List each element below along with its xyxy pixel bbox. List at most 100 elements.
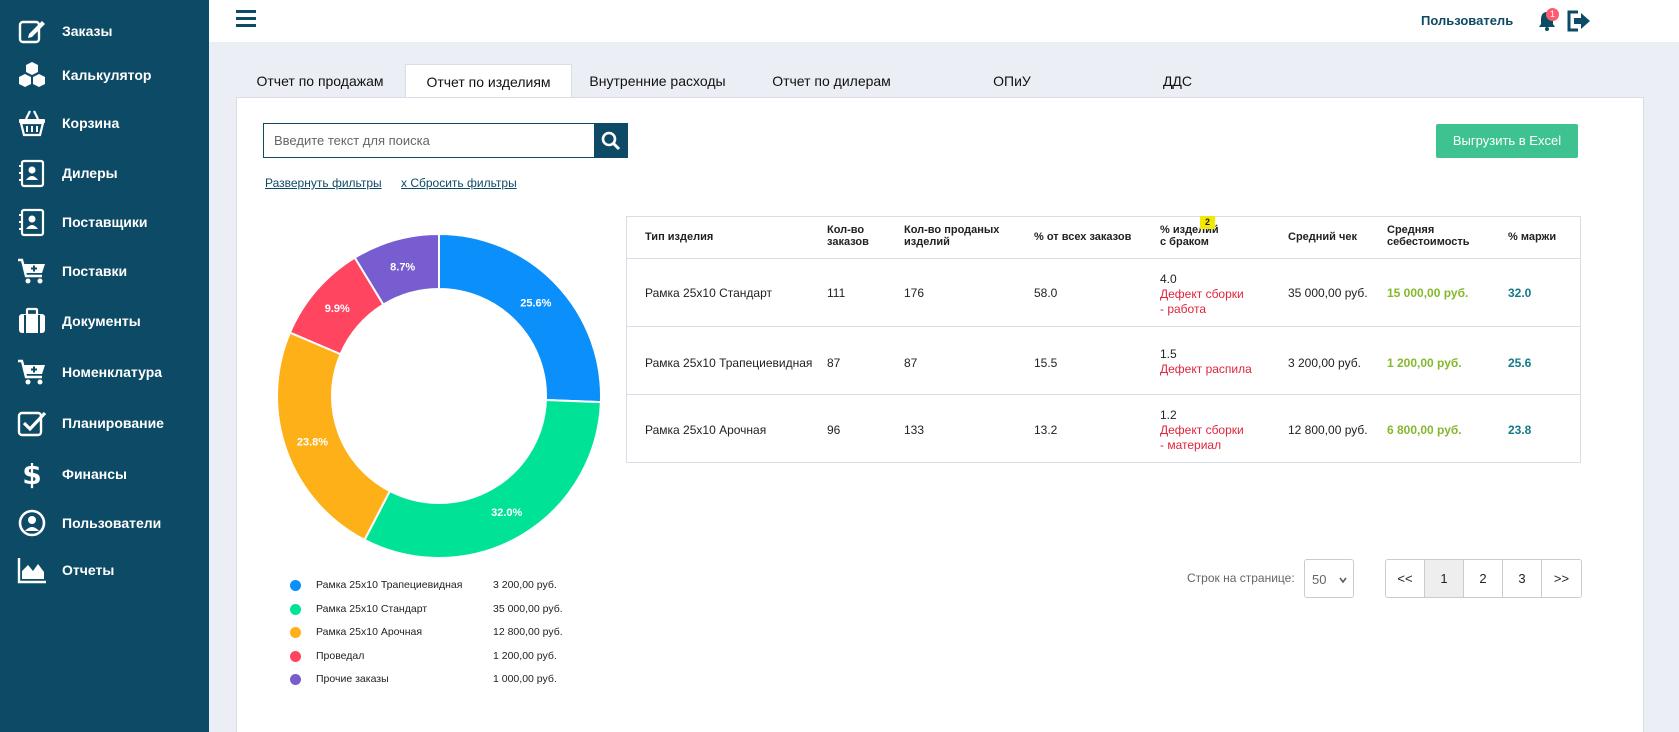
legend-name: Рамка 25х10 Трапециевидная <box>316 579 463 591</box>
sidebar-item-cart[interactable]: Корзина <box>0 101 209 145</box>
search-button[interactable] <box>594 124 627 157</box>
col-header-sold: Кол-во проданых изделий <box>904 224 999 248</box>
sidebar-item-reports[interactable]: Отчеты <box>0 548 209 592</box>
defect-reason: Дефект сборки <box>1160 423 1244 437</box>
cell-cost: 6 800,00 руб. <box>1387 423 1462 437</box>
legend-item[interactable]: Рамка 25х10 Трапециевидная 3 200,00 руб. <box>290 578 590 594</box>
col-header-defect-line2: с браком <box>1160 236 1209 248</box>
col-header-pct-orders: % от всех заказов <box>1034 231 1132 243</box>
sidebar-item-label: Заказы <box>62 23 113 39</box>
search-input[interactable] <box>264 124 595 157</box>
sidebar-item-deliveries[interactable]: Поставки <box>0 249 209 293</box>
legend-dot <box>290 580 301 591</box>
tab-products-report[interactable]: Отчет по изделиям <box>405 64 572 98</box>
notification-badge: 1 <box>1546 8 1559 21</box>
export-excel-button[interactable]: Выгрузить в Excel <box>1436 124 1578 158</box>
col-header-sold-line1: Кол-во проданых <box>904 224 1000 236</box>
col-header-type: Тип изделия <box>645 231 714 243</box>
sidebar-item-label: Поставщики <box>62 214 148 230</box>
contact-book-icon <box>15 205 49 239</box>
sidebar-item-calculator[interactable]: Калькулятор <box>0 53 209 97</box>
donut-chart: 25.6% 32.0% 23.8% 9.9% 8.7% <box>276 232 602 559</box>
legend-value: 3 200,00 руб. <box>493 579 557 591</box>
cell-sold: 176 <box>904 286 925 300</box>
cubes-icon <box>15 58 49 92</box>
sidebar-item-label: Корзина <box>62 115 120 131</box>
col-header-orders-line2: заказов <box>827 236 869 248</box>
search-icon <box>601 131 620 150</box>
search-box <box>263 123 628 158</box>
page-button-1[interactable]: 1 <box>1425 560 1464 597</box>
page-button-2[interactable]: 2 <box>1464 560 1503 597</box>
table-row[interactable]: Рамка 25х10 Арочная 96 133 13.2 1.2 Дефек… <box>627 394 1580 462</box>
edit-icon <box>15 14 49 48</box>
col-header-cost-line1: Средняя <box>1387 224 1435 236</box>
cell-sold: 133 <box>904 423 925 437</box>
sidebar-item-orders[interactable]: Заказы <box>0 9 209 53</box>
donut-slice[interactable] <box>353 232 440 306</box>
tab-dealers-report[interactable]: Отчет по дилерам <box>772 73 891 89</box>
legend-item[interactable]: Рамка 25х10 Арочная 12 800,00 руб. <box>290 625 590 641</box>
rows-per-page-label: Строк на странице: <box>1187 571 1295 585</box>
table-row[interactable]: Рамка 25х10 Трапециевидная 87 87 15.5 1.… <box>627 326 1580 394</box>
sidebar-item-planning[interactable]: Планирование <box>0 401 209 445</box>
cell-margin: 25.6 <box>1508 356 1532 370</box>
sidebar-item-documents[interactable]: Документы <box>0 299 209 343</box>
cell-margin: 32.0 <box>1508 286 1532 300</box>
legend-name: Рамка 25х10 Стандарт <box>316 602 428 615</box>
user-circle-icon <box>15 506 49 540</box>
defect-column-badge: 2 <box>1200 216 1215 229</box>
tab-sales-report[interactable]: Отчет по продажам <box>256 73 384 89</box>
legend-item[interactable]: Прочие заказы 1 000,00 руб. <box>290 672 590 688</box>
menu-icon[interactable] <box>236 10 256 30</box>
legend-name: Рамка 25х10 Арочная <box>316 626 423 638</box>
cell-margin: 23.8 <box>1508 423 1532 437</box>
defect-reason-cont: - работа <box>1160 302 1206 316</box>
dollar-icon: $ <box>15 457 49 491</box>
area-chart-icon <box>15 553 49 587</box>
col-header-sold-line2: изделий <box>904 236 950 248</box>
contact-book-icon <box>15 156 49 190</box>
page-last-button[interactable]: >> <box>1542 560 1581 597</box>
user-link[interactable]: Пользователь <box>1421 13 1514 28</box>
sidebar-item-dealers[interactable]: Дилеры <box>0 151 209 195</box>
tab-internal-expenses[interactable]: Внутренние расходы <box>589 73 726 89</box>
tab-dds[interactable]: ДДС <box>1162 73 1193 89</box>
donut-slice[interactable] <box>276 331 392 542</box>
cell-avg-check: 35 000,00 руб. <box>1288 286 1368 300</box>
legend-dot <box>290 627 301 638</box>
defect-pct: 4.0 <box>1160 272 1177 286</box>
cell-orders: 96 <box>827 423 841 437</box>
expand-filters-link[interactable]: Развернуть фильтры <box>265 176 382 190</box>
slice-label: 23.8% <box>297 437 328 449</box>
cell-defect: 1.5 Дефект распила <box>1160 347 1252 377</box>
sidebar-item-suppliers[interactable]: Поставщики <box>0 200 209 244</box>
sidebar: Заказы Калькулятор Корзина Дилеры Постав… <box>0 0 209 732</box>
page-first-button[interactable]: << <box>1386 560 1425 597</box>
page-button-3[interactable]: 3 <box>1503 560 1542 597</box>
tab-opiu[interactable]: ОПиУ <box>993 73 1031 89</box>
legend-name: Проведал <box>316 649 365 662</box>
sidebar-item-label: Планирование <box>62 415 164 431</box>
sidebar-item-nomenclature[interactable]: Номенклатура <box>0 350 209 394</box>
rows-per-page-select[interactable]: 50 <box>1304 559 1354 598</box>
sidebar-item-label: Поставки <box>62 263 128 279</box>
slice-label: 9.9% <box>325 303 350 315</box>
products-table: Тип изделия Кол-во заказов Кол-во проданы… <box>626 216 1581 463</box>
cell-avg-check: 12 800,00 руб. <box>1288 423 1368 437</box>
cell-cost: 1 200,00 руб. <box>1387 356 1462 370</box>
col-header-cost-line2: себестоимость <box>1387 236 1470 248</box>
logout-icon[interactable] <box>1565 9 1591 33</box>
table-row[interactable]: Рамка 25х10 Стандарт 111 176 58.0 4.0 Деф… <box>627 258 1580 326</box>
donut-slice[interactable] <box>363 398 602 559</box>
legend-item[interactable]: Проведал 1 200,00 руб. <box>290 649 590 665</box>
top-bar: Пользователь 1 <box>209 0 1679 42</box>
sidebar-item-users[interactable]: Пользователи <box>0 501 209 545</box>
sidebar-item-finance[interactable]: $ Финансы <box>0 452 209 496</box>
slice-label: 25.6% <box>520 298 551 310</box>
reset-filters-link[interactable]: x Сбросить фильтры <box>401 176 517 190</box>
legend-value: 12 800,00 руб. <box>493 626 563 638</box>
legend-item[interactable]: Рамка 25х10 Стандарт 35 000,00 руб. <box>290 602 590 618</box>
donut-slice[interactable] <box>438 232 602 404</box>
legend-value: 1 200,00 руб. <box>493 649 557 662</box>
